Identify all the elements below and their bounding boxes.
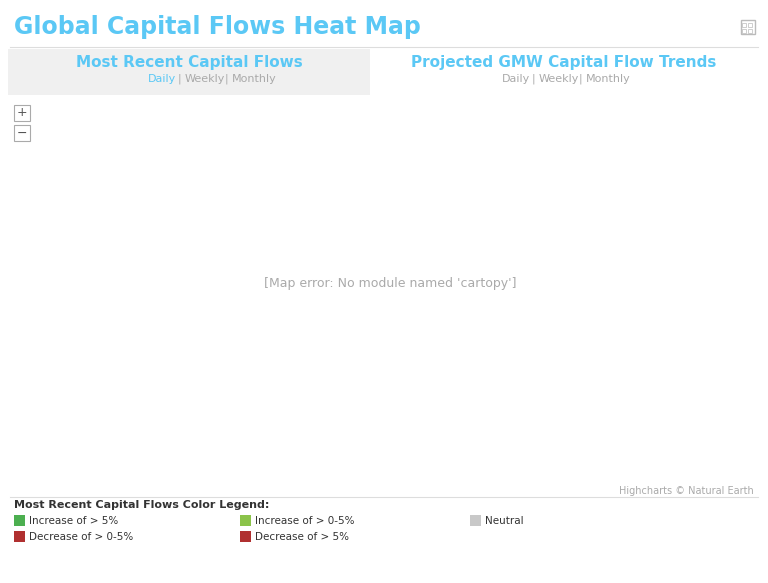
Text: |: | xyxy=(225,74,229,85)
Bar xyxy=(14,105,30,121)
Bar xyxy=(748,23,752,27)
Text: Most Recent Capital Flows: Most Recent Capital Flows xyxy=(75,55,303,71)
Text: |: | xyxy=(178,74,181,85)
Text: −: − xyxy=(17,127,27,139)
Bar xyxy=(742,29,746,33)
Bar xyxy=(470,515,481,526)
Text: Decrease of > 0-5%: Decrease of > 0-5% xyxy=(29,532,134,542)
Text: Neutral: Neutral xyxy=(485,515,524,525)
Text: Most Recent Capital Flows Color Legend:: Most Recent Capital Flows Color Legend: xyxy=(14,500,270,510)
Bar xyxy=(240,531,251,542)
Bar xyxy=(741,20,755,34)
Text: Weekly: Weekly xyxy=(185,74,225,84)
Text: Monthly: Monthly xyxy=(586,74,631,84)
Text: Monthly: Monthly xyxy=(232,74,276,84)
Text: +: + xyxy=(17,107,28,120)
Text: Global Capital Flows Heat Map: Global Capital Flows Heat Map xyxy=(14,15,421,39)
Bar xyxy=(8,49,370,95)
Bar xyxy=(14,125,30,141)
Bar xyxy=(14,515,25,526)
Text: Daily: Daily xyxy=(148,74,176,84)
Text: Highcharts © Natural Earth: Highcharts © Natural Earth xyxy=(619,486,754,496)
Bar xyxy=(240,515,251,526)
Text: Projected GMW Capital Flow Trends: Projected GMW Capital Flow Trends xyxy=(412,55,717,71)
Text: |: | xyxy=(579,74,583,85)
Text: Increase of > 5%: Increase of > 5% xyxy=(29,515,118,525)
Bar xyxy=(14,531,25,542)
Text: [Map error: No module named 'cartopy']: [Map error: No module named 'cartopy'] xyxy=(263,276,516,290)
Text: |: | xyxy=(532,74,535,85)
Bar xyxy=(748,29,752,33)
Text: Decrease of > 5%: Decrease of > 5% xyxy=(255,532,349,542)
Text: Daily: Daily xyxy=(502,74,530,84)
Text: Weekly: Weekly xyxy=(539,74,579,84)
Text: Increase of > 0-5%: Increase of > 0-5% xyxy=(255,515,355,525)
Bar xyxy=(742,23,746,27)
